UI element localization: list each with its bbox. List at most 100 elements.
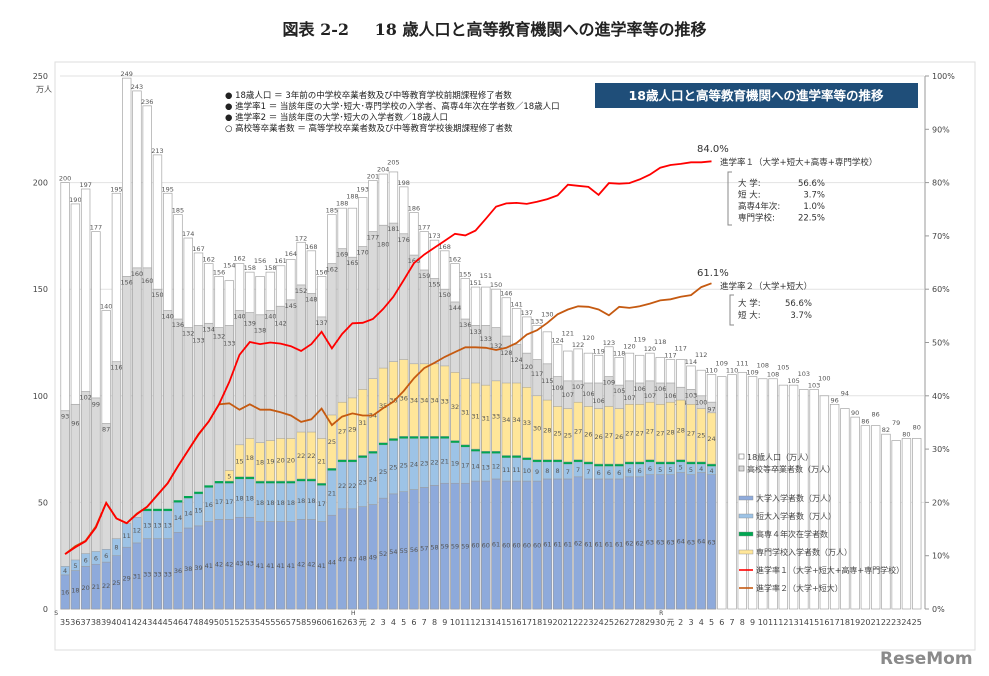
era-mark: S: [54, 610, 58, 617]
bar-label-hs-graduates: 166: [408, 257, 420, 265]
x-tick-label: 21: [563, 618, 573, 627]
bar-vocational: [409, 363, 419, 437]
bar-junior-college-label: 5: [73, 562, 77, 570]
bar-junior-college: [265, 482, 275, 522]
bar-label-hs-graduates: 160: [141, 277, 153, 285]
x-tick-label: 51: [224, 618, 234, 627]
bar-label-population: 197: [79, 181, 91, 189]
bar-university-label: 61: [492, 540, 500, 548]
bar-kosen: [501, 455, 511, 458]
bar-university-label: 41: [256, 562, 264, 570]
right-tick-label: 30%: [932, 445, 950, 454]
bar-vocational-label: 27: [687, 430, 695, 438]
bar-population-18: [778, 384, 789, 610]
figure-title: 図表 2-2 18 歳人口と高等教育機関への進学率等の推移: [0, 16, 989, 40]
bar-junior-college-label: 17: [317, 500, 325, 508]
bar-vocational: [245, 438, 255, 478]
x-tick-label: 27: [624, 618, 634, 627]
bar-label-population: 177: [418, 224, 430, 232]
bar-label-population: 96: [830, 396, 838, 404]
right-tick-label: 40%: [932, 392, 950, 401]
bar-label-population: 108: [757, 362, 769, 370]
bar-kosen: [543, 459, 552, 462]
bar-vocational-label: 25: [328, 438, 336, 446]
bar-vocational: [388, 361, 399, 439]
bar-label-hs-graduates: 97: [707, 405, 715, 413]
bar-university-label: 59: [441, 543, 449, 551]
bar-junior-college-label: 14: [184, 510, 192, 518]
bar-university-label: 29: [123, 575, 131, 583]
bar-label-population: 120: [582, 334, 594, 342]
bar-label-hs-graduates: 137: [315, 319, 327, 327]
bar-label-population: 110: [705, 366, 717, 374]
bar-label-population: 90: [851, 409, 859, 417]
bar-vocational-label: 30: [533, 424, 541, 432]
bar-vocational-label: 33: [523, 419, 531, 427]
bar-label-hs-graduates: 93: [61, 413, 69, 421]
x-tick-label: 11: [460, 618, 470, 627]
bar-university-label: 42: [215, 561, 223, 569]
bar-junior-college: [368, 453, 378, 505]
bar-university-label: 60: [502, 542, 510, 550]
x-tick-label: 21: [871, 618, 881, 627]
left-tick-label: 250: [33, 72, 48, 81]
bar-university-label: 39: [194, 564, 202, 572]
bar-label-population: 79: [892, 419, 900, 427]
right-tick-label: 60%: [932, 285, 950, 294]
x-tick-label: 15: [501, 618, 511, 627]
bar-label-hs-graduates: 102: [79, 394, 91, 402]
x-tick-label: 3: [381, 618, 386, 627]
bar-university-label: 55: [400, 547, 408, 555]
bar-junior-college: [193, 493, 204, 527]
bar-kosen: [348, 459, 357, 462]
bar-junior-college: [706, 465, 717, 475]
bar-kosen: [286, 481, 296, 484]
bar-vocational: [470, 382, 481, 450]
x-tick-label: 55: [265, 618, 275, 627]
bar-vocational: [604, 406, 614, 465]
bar-label-population: 168: [305, 243, 317, 251]
bar-vocational: [645, 401, 655, 461]
bar-university-label: 22: [102, 582, 110, 590]
right-tick-label: 90%: [932, 125, 950, 134]
bar-vocational-label: 26: [615, 433, 623, 441]
x-tick-label: 12: [778, 618, 788, 627]
x-tick-label: 9: [442, 618, 447, 627]
bar-label-population: 122: [572, 341, 584, 349]
bar-vocational-label: 32: [451, 403, 459, 411]
bar-label-population: 200: [59, 175, 71, 183]
bar-vocational-label: 27: [646, 427, 654, 435]
bar-vocational: [573, 401, 583, 461]
bar-junior-college-label: 6: [104, 552, 108, 560]
bar-label-hs-graduates: 181: [387, 225, 399, 233]
bar-junior-college: [132, 517, 142, 544]
bar-university-label: 64: [697, 537, 705, 545]
bar-label-hs-graduates: 107: [623, 394, 635, 402]
right-tick-label: 0%: [932, 605, 945, 614]
bar-kosen: [645, 459, 655, 462]
bar-university-label: 61: [605, 540, 613, 548]
bar-label-hs-graduates: 109: [551, 384, 563, 392]
bar-vocational: [614, 408, 624, 465]
bar-label-population: 162: [233, 254, 245, 262]
bar-label-population: 82: [882, 426, 890, 434]
bar-vocational-label: 27: [605, 432, 613, 440]
bar-university-label: 41: [266, 562, 274, 570]
bar-label-hs-graduates: 107: [572, 383, 584, 391]
x-tick-label: 54: [255, 618, 265, 627]
chart-title: 18歳人口と高等教育機関への進学率等の推移: [629, 88, 884, 103]
bar-junior-college-label: 18: [266, 499, 274, 507]
bar-junior-college: [491, 453, 501, 480]
bar-label-population: 112: [695, 351, 707, 359]
bar-junior-college-label: 12: [492, 463, 500, 471]
x-tick-label: 14: [799, 618, 809, 627]
bar-label-hs-graduates: 100: [695, 398, 707, 406]
bar-vocational-label: 25: [697, 432, 705, 440]
bar-vocational: [419, 363, 429, 437]
x-tick-label: 63: [347, 618, 357, 627]
bar-junior-college: [204, 487, 214, 522]
x-tick-label: 49: [204, 618, 214, 627]
bar-kosen: [532, 459, 542, 462]
bar-kosen: [173, 500, 183, 503]
bar-population-18: [829, 403, 840, 610]
